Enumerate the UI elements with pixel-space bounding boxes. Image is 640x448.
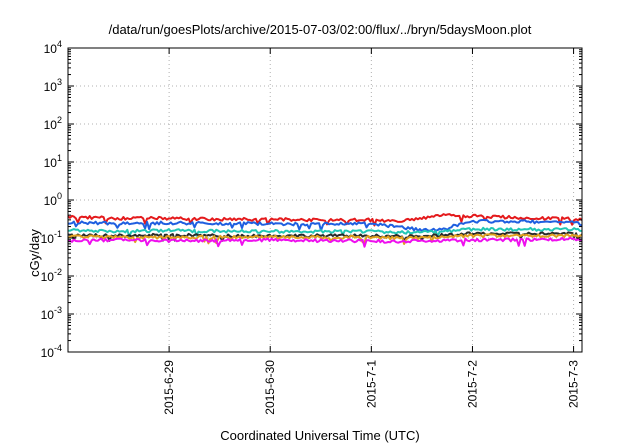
y-tick-label: 103 [44,77,62,94]
x-axis-label: Coordinated Universal Time (UTC) [220,428,420,443]
x-tick-label: 2015-7-1 [364,360,378,408]
series-line [68,219,583,233]
y-tick-label: 102 [44,115,62,132]
y-tick-label: 10-3 [41,305,62,322]
x-tick-label: 2015-7-3 [567,360,581,408]
grid-layer [68,48,582,352]
series-line [67,213,583,227]
series-line [67,233,582,245]
y-tick-label: 10-2 [41,267,62,284]
tick-layer: 10-4 10-3 10-2 10-1 100 101 102 103 104 2015-6-29… [41,39,582,415]
x-tick-label: 2015-6-30 [263,360,277,415]
x-tick-label: 2015-7-2 [465,360,479,408]
y-tick-label: 104 [44,39,62,56]
chart-title: /data/run/goesPlots/archive/2015-07-03/0… [108,22,532,37]
series-line [67,236,583,248]
y-tick-label: 10-1 [41,229,62,246]
series-line [67,226,582,238]
y-tick-label: 10-4 [41,343,62,360]
x-tick-label: 2015-6-29 [162,360,176,415]
series-layer [67,213,583,248]
y-tick-label: 101 [44,153,62,170]
y-tick-label: 100 [44,191,62,208]
